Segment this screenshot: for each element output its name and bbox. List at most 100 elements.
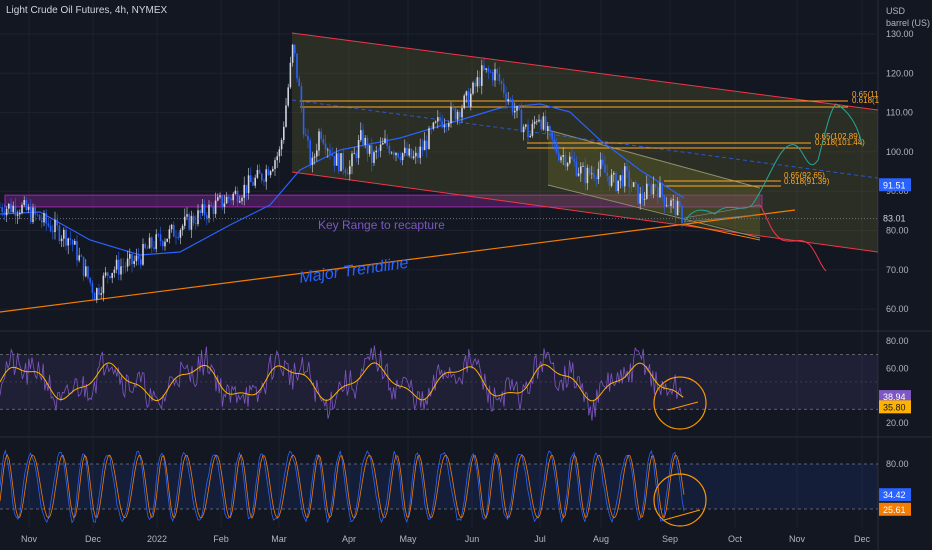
- candle-body: [340, 153, 342, 172]
- candle-body: [525, 124, 527, 127]
- channel-upper-line: [291, 32, 879, 111]
- x-tick-label: Nov: [21, 534, 38, 544]
- candle-body: [93, 292, 96, 300]
- candle-body: [129, 253, 131, 259]
- candle-body: [118, 259, 120, 275]
- candle-body: [474, 82, 476, 87]
- candle-body: [373, 152, 375, 163]
- y-tick-label: 80.00: [886, 226, 909, 236]
- candle-body: [467, 91, 470, 107]
- candle-body: [252, 182, 254, 186]
- candle-body: [408, 148, 410, 156]
- candle-body: [562, 155, 564, 157]
- channel-midline: [291, 99, 879, 179]
- candle-body: [98, 288, 100, 295]
- candle-body: [164, 241, 166, 247]
- candle-body: [318, 131, 320, 151]
- candle-body: [630, 186, 633, 188]
- candle-body: [619, 175, 622, 181]
- candle-body: [608, 175, 611, 186]
- candle-body: [236, 190, 239, 203]
- candle-body: [181, 225, 184, 231]
- candle-body: [527, 124, 529, 138]
- candle-body: [166, 238, 168, 242]
- candle-body: [285, 105, 287, 127]
- candle-body: [615, 172, 617, 191]
- candle-body: [577, 173, 580, 176]
- trendline-label: Major Trendline: [298, 255, 409, 287]
- candle-body: [195, 223, 197, 225]
- candle-body: [131, 253, 133, 265]
- candle-body: [445, 125, 448, 127]
- candle-body: [111, 272, 113, 278]
- major-trendline: [0, 209, 796, 313]
- inner-channel-fill: [548, 130, 760, 236]
- candle-body: [624, 166, 626, 187]
- candle-body: [417, 152, 419, 158]
- candle-body: [377, 150, 380, 152]
- chart-title: Light Crude Oil Futures, 4h, NYMEX: [6, 5, 168, 16]
- candle-body: [58, 225, 61, 242]
- candle-body: [540, 119, 542, 130]
- candle-body: [217, 197, 219, 201]
- candle-body: [599, 159, 602, 169]
- candle-body: [3, 211, 6, 216]
- x-tick-label: Sep: [662, 534, 678, 544]
- candle-body: [47, 223, 50, 226]
- candle-body: [126, 258, 129, 267]
- rsi-badge: 38.94: [883, 392, 906, 402]
- candle-body: [30, 206, 32, 222]
- extension-line: [683, 214, 756, 223]
- candle-body: [214, 200, 217, 214]
- candle-body: [256, 169, 259, 178]
- candle-body: [122, 266, 124, 268]
- candle-body: [679, 200, 681, 207]
- x-tick-label: Jul: [534, 534, 546, 544]
- candle-body: [555, 142, 558, 153]
- time-axis: Nov Dec 2022 Feb Mar Apr May Jun Jul Aug Sep Oct Nov…: [21, 534, 871, 544]
- candle-body: [263, 180, 265, 182]
- candle-body: [342, 153, 344, 170]
- y-tick-label: 70.00: [886, 265, 909, 275]
- candle-body: [643, 198, 646, 200]
- candle-body: [85, 266, 87, 277]
- moving-average-line: [0, 103, 685, 256]
- candle-body: [1, 207, 3, 212]
- candle-body: [586, 167, 589, 184]
- candle-body: [228, 196, 230, 199]
- candle-body: [452, 106, 454, 109]
- candle-body: [151, 237, 153, 248]
- candle-body: [641, 193, 644, 200]
- candle-body: [247, 175, 250, 194]
- candle-body: [91, 282, 94, 293]
- candle-body: [305, 134, 307, 136]
- x-tick-label: Feb: [213, 534, 229, 544]
- candle-body: [591, 173, 593, 175]
- candle-body: [113, 269, 116, 273]
- candle-body: [331, 154, 333, 156]
- candle-body: [203, 204, 206, 216]
- candle-body: [542, 116, 545, 130]
- candle-body: [272, 168, 274, 172]
- candle-body: [41, 220, 43, 223]
- stoch-divergence-line: [663, 509, 701, 521]
- candle-body: [144, 243, 146, 248]
- candle-body: [316, 150, 318, 157]
- candle-body: [538, 119, 540, 122]
- candle-body: [426, 140, 428, 150]
- candle-body: [496, 69, 498, 74]
- candle-body: [32, 207, 34, 222]
- y-tick-label: 100.00: [886, 147, 914, 157]
- candle-body: [670, 200, 672, 207]
- candle-body: [206, 215, 208, 219]
- fib-label: 0.618(91.39): [784, 177, 830, 186]
- candle-body: [56, 219, 58, 226]
- key-range-label: Key Range to recapture: [318, 218, 445, 232]
- candle-body: [654, 184, 657, 187]
- x-tick-label: Aug: [593, 534, 609, 544]
- candle-body: [225, 196, 228, 204]
- candle-body: [135, 255, 138, 262]
- candle-body: [283, 126, 285, 141]
- candle-body: [364, 137, 366, 145]
- candle-body: [36, 214, 39, 216]
